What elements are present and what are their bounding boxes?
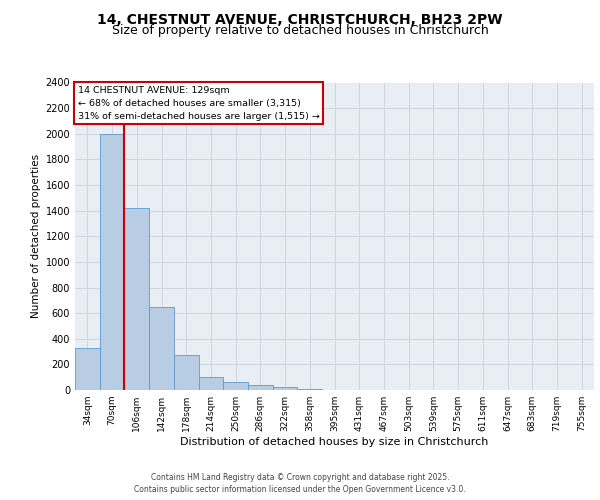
Bar [124, 208, 149, 390]
Bar [248, 385, 273, 390]
Text: 14, CHESTNUT AVENUE, CHRISTCHURCH, BH23 2PW: 14, CHESTNUT AVENUE, CHRISTCHURCH, BH23 … [97, 12, 503, 26]
Bar [75, 348, 100, 390]
Bar [298, 388, 322, 390]
X-axis label: Distribution of detached houses by size in Christchurch: Distribution of detached houses by size … [181, 437, 488, 447]
Bar [174, 356, 199, 390]
Text: Contains HM Land Registry data © Crown copyright and database right 2025.
Contai: Contains HM Land Registry data © Crown c… [134, 472, 466, 494]
Bar [223, 382, 248, 390]
Text: 14 CHESTNUT AVENUE: 129sqm
← 68% of detached houses are smaller (3,315)
31% of s: 14 CHESTNUT AVENUE: 129sqm ← 68% of deta… [77, 86, 319, 121]
Text: Size of property relative to detached houses in Christchurch: Size of property relative to detached ho… [112, 24, 488, 37]
Bar [199, 377, 223, 390]
Bar [149, 306, 174, 390]
Bar [273, 388, 298, 390]
Bar [100, 134, 124, 390]
Y-axis label: Number of detached properties: Number of detached properties [31, 154, 41, 318]
